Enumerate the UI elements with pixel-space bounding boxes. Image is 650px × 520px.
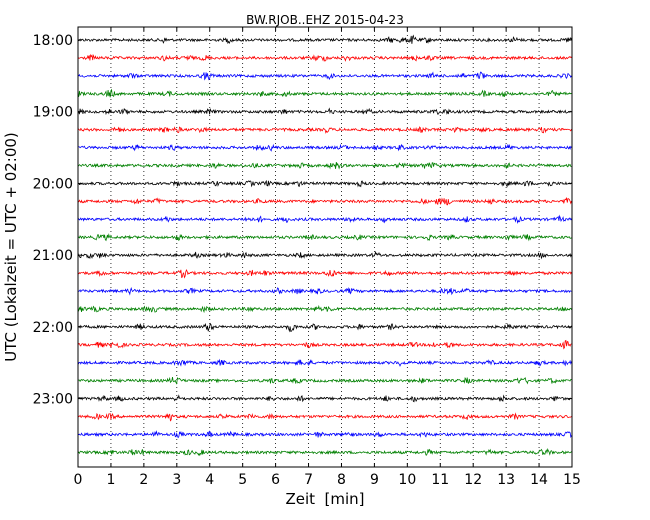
x-tick-label: 8 <box>337 472 346 488</box>
plot-frame <box>77 26 573 468</box>
seismogram-trace <box>77 107 572 116</box>
seismogram-trace <box>77 161 572 170</box>
x-tick-label: 2 <box>139 472 148 488</box>
y-axis: 18:00 19:00 20:00 21:00 22:00 23:00 <box>33 33 572 408</box>
x-tick-label: 11 <box>431 472 449 488</box>
seismogram-trace <box>77 143 572 152</box>
chart-title: BW.RJOB..EHZ 2015-04-23 <box>246 13 404 27</box>
seismogram-trace <box>77 430 572 439</box>
x-tick-label: 5 <box>238 472 247 488</box>
x-tick-label: 4 <box>205 472 214 488</box>
seismogram-trace <box>77 269 572 279</box>
seismogram-trace <box>77 53 572 62</box>
x-tick-label: 12 <box>464 472 482 488</box>
x-tick-label: 9 <box>370 472 379 488</box>
y-tick-label: 19:00 <box>33 105 73 121</box>
y-axis-label: UTC (Lokalzeit = UTC + 02:00) <box>2 132 20 362</box>
x-tick-label: 13 <box>497 472 515 488</box>
x-tick-label: 15 <box>563 472 581 488</box>
x-axis-label: Zeit [min] <box>285 490 364 508</box>
vertical-grid <box>110 27 540 467</box>
y-tick-label: 22:00 <box>33 320 73 336</box>
seismogram-trace <box>77 214 572 224</box>
trace-group <box>77 34 572 457</box>
x-tick-label: 6 <box>271 472 280 488</box>
x-tick-label: 10 <box>398 472 416 488</box>
seismogram-trace <box>77 448 572 457</box>
x-axis: 0 1 2 3 4 5 6 7 8 9 10 11 12 13 14 15 <box>74 27 581 488</box>
x-tick-label: 0 <box>74 472 83 488</box>
y-tick-label: 18:00 <box>33 33 73 49</box>
seismogram-trace <box>77 304 572 314</box>
seismogram-trace <box>77 179 572 188</box>
seismogram-trace <box>77 71 572 81</box>
seismogram-trace <box>77 412 572 422</box>
seismogram-trace <box>77 394 572 403</box>
y-tick-label: 23:00 <box>33 392 73 408</box>
seismogram-trace <box>77 250 572 260</box>
x-tick-label: 1 <box>106 472 115 488</box>
seismogram-trace <box>77 322 572 333</box>
x-tick-label: 3 <box>172 472 181 488</box>
seismogram-trace <box>77 286 572 296</box>
seismogram-trace <box>77 376 572 385</box>
y-tick-label: 21:00 <box>33 248 73 264</box>
seismogram-trace <box>77 339 572 350</box>
seismogram-trace <box>77 358 572 367</box>
seismogram-trace <box>77 126 572 134</box>
seismogram-trace <box>77 34 572 45</box>
x-tick-label: 7 <box>304 472 313 488</box>
x-tick-label: 14 <box>530 472 548 488</box>
seismogram-trace <box>77 196 572 206</box>
seismogram-trace <box>77 233 572 242</box>
seismogram-trace <box>77 88 572 98</box>
y-tick-label: 20:00 <box>33 176 73 192</box>
